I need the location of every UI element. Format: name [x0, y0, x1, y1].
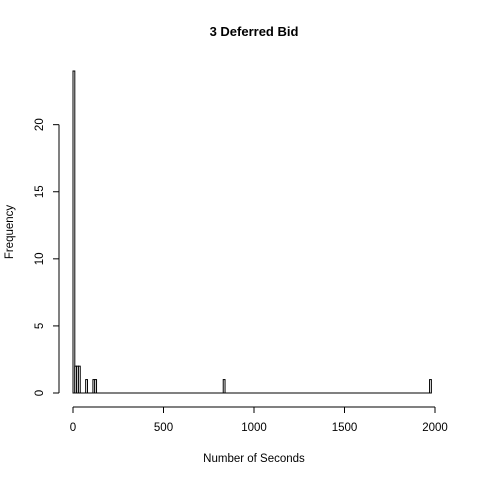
- histogram-bars: [72, 70, 432, 394]
- histogram-bar: [429, 379, 432, 394]
- histogram-bar: [72, 70, 76, 394]
- y-tick-label: 0: [34, 390, 46, 396]
- y-axis: 0 5 10 15 20: [34, 118, 60, 396]
- x-tick-label: 2000: [422, 422, 448, 434]
- histogram-bar: [85, 379, 88, 394]
- x-tick-label: 1000: [241, 422, 267, 434]
- y-axis-label: Frequency: [4, 205, 16, 260]
- x-tick-label: 500: [154, 422, 173, 434]
- histogram-bar: [94, 379, 98, 394]
- histogram-bar: [77, 365, 81, 394]
- x-tick-label: 0: [70, 422, 76, 434]
- y-tick-label: 20: [34, 118, 46, 131]
- y-tick-label: 10: [34, 252, 46, 265]
- x-axis: 0 500 1000 1500 2000: [70, 406, 448, 434]
- histogram-bar: [222, 379, 226, 394]
- y-tick-label: 5: [34, 323, 46, 329]
- chart-title: 3 Deferred Bid: [210, 24, 299, 39]
- x-tick-label: 1500: [332, 422, 358, 434]
- x-axis-label: Number of Seconds: [203, 453, 305, 465]
- y-tick-label: 15: [34, 185, 46, 198]
